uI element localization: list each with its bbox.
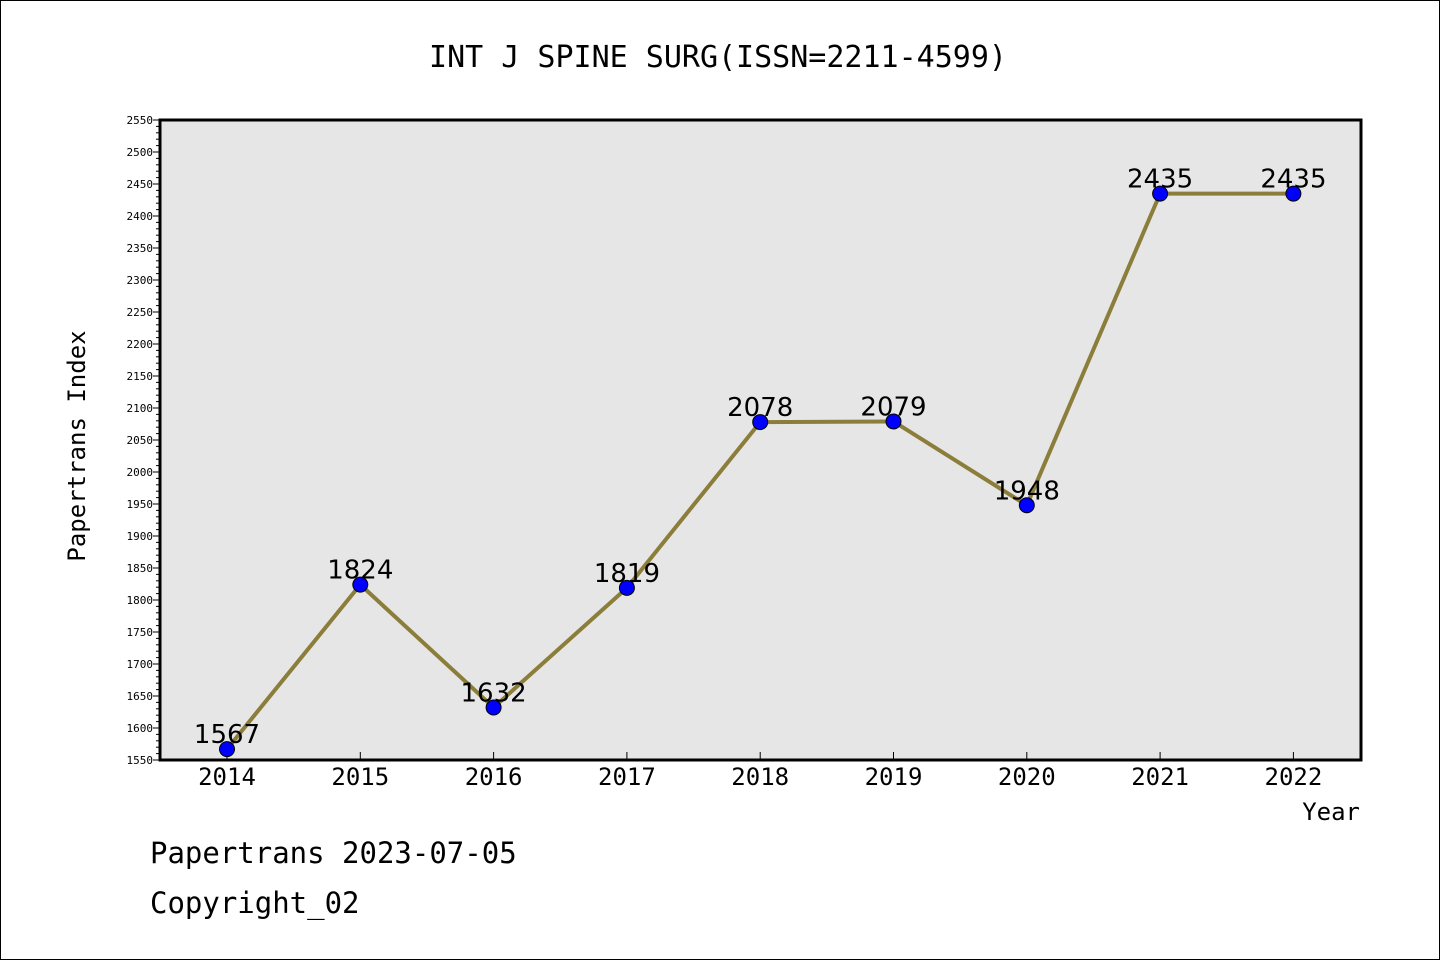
x-tick-label: 2017 bbox=[598, 763, 656, 791]
y-tick-label: 2500 bbox=[127, 146, 154, 159]
data-point bbox=[1152, 185, 1169, 202]
y-tick-label: 2400 bbox=[127, 210, 154, 223]
data-series: 1567 1824 1632 1819 2078 2079 1948 2435 2435 bbox=[194, 165, 1326, 758]
y-tick-label: 2200 bbox=[127, 338, 154, 351]
data-label: 1632 bbox=[461, 679, 527, 709]
y-tick-label: 1650 bbox=[127, 690, 154, 703]
data-point bbox=[885, 413, 902, 430]
y-tick-label: 1900 bbox=[127, 530, 154, 543]
y-tick-label: 2350 bbox=[127, 242, 154, 255]
y-axis-label: Papertrans Index bbox=[63, 330, 91, 561]
y-tick-label: 1850 bbox=[127, 562, 154, 575]
data-label: 1948 bbox=[994, 476, 1060, 506]
y-tick-label: 2000 bbox=[127, 466, 154, 479]
x-tick-label: 2014 bbox=[198, 763, 256, 791]
data-label: 1567 bbox=[194, 720, 260, 750]
data-label: 1824 bbox=[327, 556, 393, 586]
footer-copyright: Copyright_02 bbox=[150, 886, 360, 920]
y-tick-label: 1750 bbox=[127, 626, 154, 639]
data-label: 2078 bbox=[727, 393, 793, 423]
data-point bbox=[618, 579, 635, 596]
x-tick-label: 2019 bbox=[865, 763, 923, 791]
y-tick-label: 1700 bbox=[127, 658, 154, 671]
data-label: 2435 bbox=[1127, 165, 1193, 195]
data-point bbox=[352, 576, 369, 593]
x-axis: 2014 2015 2016 2017 2018 2019 2020 2021 2022 bbox=[198, 752, 1322, 791]
x-tick-label: 2016 bbox=[465, 763, 523, 791]
data-point bbox=[752, 414, 769, 431]
x-tick-label: 2020 bbox=[998, 763, 1056, 791]
y-tick-label: 2250 bbox=[127, 306, 154, 319]
y-tick-label: 2100 bbox=[127, 402, 154, 415]
y-tick-label: 1950 bbox=[127, 498, 154, 511]
data-label: 1819 bbox=[594, 559, 660, 589]
data-label: 2079 bbox=[860, 392, 926, 422]
x-tick-label: 2021 bbox=[1131, 763, 1189, 791]
x-tick-label: 2015 bbox=[331, 763, 389, 791]
y-tick-label: 1550 bbox=[127, 754, 154, 767]
y-tick-label: 2550 bbox=[127, 114, 154, 127]
data-point bbox=[1285, 185, 1302, 202]
x-tick-label: 2022 bbox=[1265, 763, 1323, 791]
y-tick-label: 2150 bbox=[127, 370, 154, 383]
y-axis: 1550 1600 1650 1700 1750 1800 1850 1900 1950 2000… bbox=[127, 114, 160, 767]
footer-date: Papertrans 2023-07-05 bbox=[150, 836, 517, 870]
y-tick-label: 1600 bbox=[127, 722, 154, 735]
data-point bbox=[485, 699, 502, 716]
y-tick-label: 2050 bbox=[127, 434, 154, 447]
data-label: 2435 bbox=[1260, 165, 1326, 195]
y-tick-label: 2450 bbox=[127, 178, 154, 191]
y-tick-label: 1800 bbox=[127, 594, 154, 607]
x-tick-label: 2018 bbox=[731, 763, 789, 791]
chart-title: INT J SPINE SURG(ISSN=2211-4599) bbox=[429, 40, 1007, 75]
y-tick-label: 2300 bbox=[127, 274, 154, 287]
data-point bbox=[1018, 497, 1035, 514]
x-axis-label: Year bbox=[1302, 798, 1360, 826]
data-point bbox=[219, 741, 235, 758]
plot-area bbox=[158, 118, 1363, 762]
